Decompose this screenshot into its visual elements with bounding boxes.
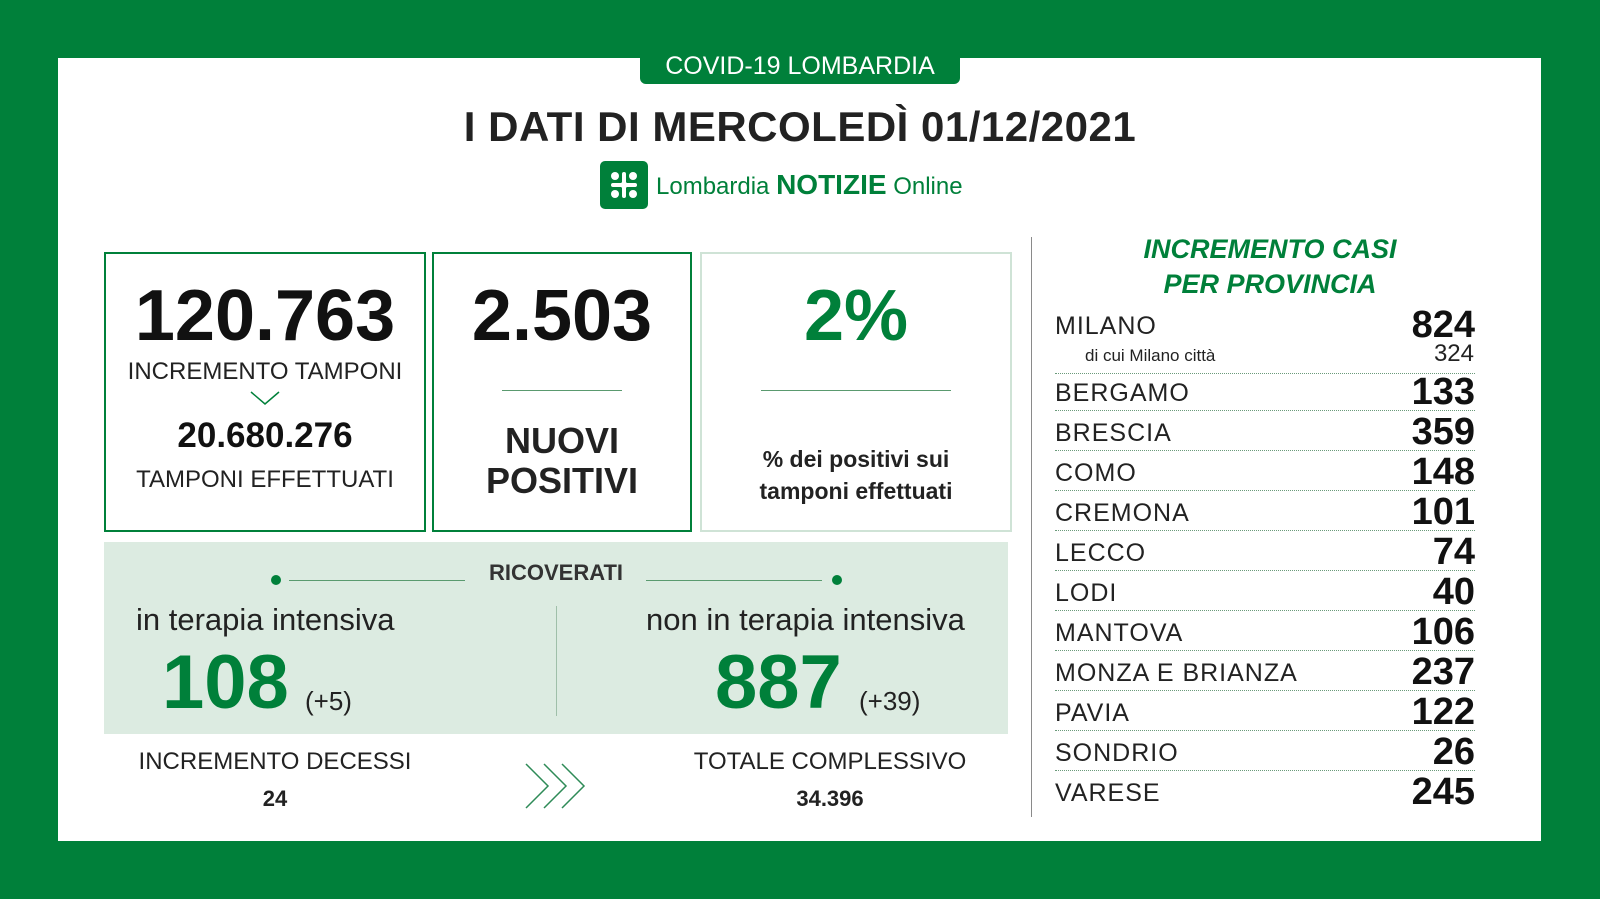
rosa-camuna-icon xyxy=(600,161,648,209)
province-value: 245 xyxy=(1411,771,1475,813)
brand-name: Lombardia NOTIZIE Online xyxy=(656,169,963,201)
province-value: 122 xyxy=(1411,691,1475,733)
province-name: LECCO xyxy=(1055,539,1147,567)
province-row: BERGAMO 133 xyxy=(1055,371,1475,413)
province-name: CREMONA xyxy=(1055,499,1190,527)
non-ti-value: 887 xyxy=(715,640,842,725)
province-name: MONZA E BRIANZA xyxy=(1055,659,1298,687)
header-badge: COVID-19 LOMBARDIA xyxy=(640,50,960,84)
province-name: LODI xyxy=(1055,579,1118,607)
province-row: VARESE 245 xyxy=(1055,771,1475,813)
tamponi-total-value: 20.680.276 xyxy=(177,416,353,455)
brand-bold: NOTIZIE xyxy=(776,169,887,200)
province-row: MANTOVA 106 xyxy=(1055,611,1475,653)
province-value: 74 xyxy=(1432,531,1475,573)
percent-label-1: % dei positivi sui xyxy=(762,446,950,472)
province-value: 26 xyxy=(1432,731,1475,773)
vertical-separator xyxy=(1031,237,1032,817)
brand-logo-block: Lombardia NOTIZIE Online xyxy=(600,160,963,210)
ricoverati-title: RICOVERATI xyxy=(488,560,624,585)
province-row: LODI 40 xyxy=(1055,571,1475,613)
province-value: 824 xyxy=(1411,304,1475,346)
tamponi-increment-label: INCREMENTO TAMPONI xyxy=(127,358,403,385)
province-name: VARESE xyxy=(1055,779,1161,807)
province-name: COMO xyxy=(1055,459,1137,487)
province-name: BRESCIA xyxy=(1055,419,1172,447)
nuovi-positivi-label-2: POSITIVI xyxy=(485,460,639,501)
percent-card: 2% % dei positivi sui tamponi effettuati xyxy=(700,252,1012,532)
card-divider xyxy=(502,390,622,391)
brand-regular: Lombardia xyxy=(656,173,770,200)
province-title: INCREMENTO CASI PER PROVINCIA xyxy=(1100,232,1440,302)
tamponi-card: 120.763 INCREMENTO TAMPONI 20.680.276 TA… xyxy=(104,252,426,532)
province-row: SONDRIO 26 xyxy=(1055,731,1475,773)
province-row: CREMONA 101 xyxy=(1055,491,1475,533)
province-value: 148 xyxy=(1411,451,1475,493)
decessi-increment-value: 24 xyxy=(262,786,288,811)
ti-label: in terapia intensiva xyxy=(136,602,395,637)
card-divider xyxy=(761,390,951,391)
ricoverati-divider xyxy=(556,606,557,716)
percent-value: 2% xyxy=(803,276,909,356)
decessi-total-label: TOTALE COMPLESSIVO xyxy=(693,748,967,775)
province-title-1: INCREMENTO CASI xyxy=(1143,234,1397,264)
province-row: LECCO 74 xyxy=(1055,531,1475,573)
province-row: COMO 148 xyxy=(1055,451,1475,493)
line-left xyxy=(289,580,465,581)
tamponi-total-label: TAMPONI EFFETTUATI xyxy=(136,466,394,493)
decessi-total-value: 34.396 xyxy=(796,786,864,811)
province-row: PAVIA 122 xyxy=(1055,691,1475,733)
brand-suffix: Online xyxy=(893,173,963,200)
nuovi-positivi-value: 2.503 xyxy=(471,276,653,356)
chevron-down-icon xyxy=(106,390,424,412)
province-value: 133 xyxy=(1411,371,1475,413)
non-ti-delta: (+39) xyxy=(859,686,921,716)
province-value: 106 xyxy=(1411,611,1475,653)
milano-city-value: 324 xyxy=(1433,340,1474,367)
ti-value: 108 xyxy=(162,640,289,725)
province-row: MONZA E BRIANZA 237 xyxy=(1055,651,1475,693)
percent-label-2: tamponi effettuati xyxy=(759,478,953,504)
province-name: MANTOVA xyxy=(1055,619,1184,647)
milano-city-label: di cui Milano città xyxy=(1085,346,1216,365)
province-value: 40 xyxy=(1432,571,1475,613)
province-title-2: PER PROVINCIA xyxy=(1163,269,1377,299)
province-name: MILANO xyxy=(1055,312,1157,340)
nuovi-positivi-label-1: NUOVI xyxy=(504,420,619,461)
province-name: BERGAMO xyxy=(1055,379,1190,407)
non-ti-label: non in terapia intensiva xyxy=(646,602,965,637)
nuovi-positivi-card: 2.503 NUOVI POSITIVI xyxy=(432,252,692,532)
province-row: BRESCIA 359 xyxy=(1055,411,1475,453)
province-value: 101 xyxy=(1411,491,1475,533)
province-row: MILANO 824 xyxy=(1055,303,1475,374)
triple-chevron-right-icon xyxy=(522,758,594,819)
province-value: 237 xyxy=(1411,651,1475,693)
dot-right xyxy=(832,575,842,585)
page-title: I DATI DI MERCOLEDÌ 01/12/2021 xyxy=(463,103,1137,150)
decessi-increment-label: INCREMENTO DECESSI xyxy=(138,748,412,775)
line-right xyxy=(646,580,822,581)
tamponi-increment-value: 120.763 xyxy=(134,276,396,356)
province-value: 359 xyxy=(1411,411,1475,453)
ti-delta: (+5) xyxy=(305,686,352,716)
dot-left xyxy=(271,575,281,585)
province-name: SONDRIO xyxy=(1055,739,1179,767)
province-name: PAVIA xyxy=(1055,699,1130,727)
